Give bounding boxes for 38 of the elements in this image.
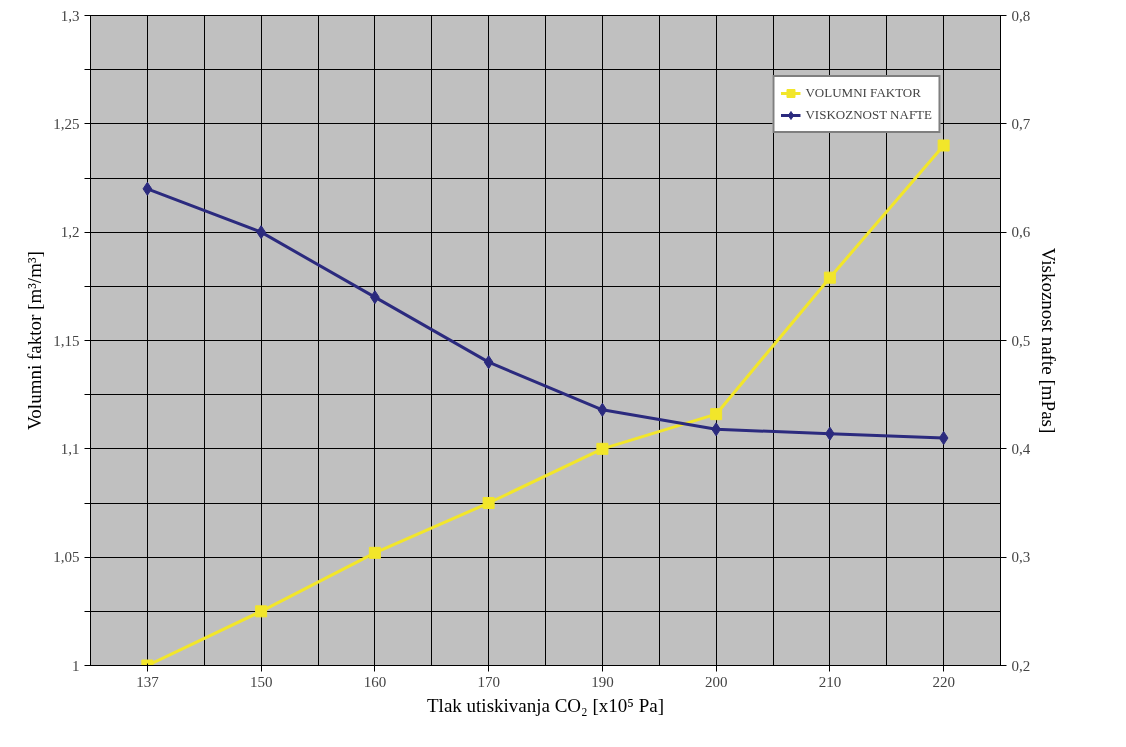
x-tick-label: 190	[591, 673, 614, 690]
legend-label: VISKOZNOST NAFTE	[805, 107, 932, 123]
point	[142, 181, 153, 196]
x-axis-title: Tlak utiskivanja CO₂ [x10⁵ Pa]	[427, 694, 665, 716]
y-tick-label: 1,1	[60, 440, 80, 457]
y-tick-label: 1,05	[53, 549, 80, 566]
y-axis-title: Volumni faktor [m³/m³]	[24, 251, 46, 430]
x-tick-label: 200	[704, 673, 728, 690]
y2-tick-label: 0,4	[1011, 440, 1031, 457]
point	[597, 402, 608, 417]
y-tick-label: 1,15	[53, 332, 80, 349]
y-tick-label: 1	[72, 657, 80, 674]
y-tick-label: 1,3	[60, 7, 80, 24]
y2-tick-label: 0,5	[1011, 332, 1031, 349]
y2-tick-label: 0,8	[1011, 7, 1031, 24]
y2-axis-title: Viskoznost nafte [mPas]	[1038, 247, 1060, 434]
y2-tick-label: 0,6	[1011, 224, 1031, 241]
x-tick-label: 170	[477, 673, 500, 690]
x-tick-label: 220	[932, 673, 955, 690]
point	[368, 546, 381, 559]
point	[937, 139, 950, 152]
y2-tick-label: 0,2	[1011, 657, 1031, 674]
y-tick-label: 1,25	[53, 115, 80, 132]
point	[255, 605, 268, 618]
x-tick-label: 150	[249, 673, 273, 690]
x-tick-label: 160	[363, 673, 387, 690]
point	[938, 431, 949, 445]
point	[596, 442, 609, 455]
legend-label: VOLUMNI FAKTOR	[805, 85, 921, 101]
x-tick-label: 137	[136, 673, 160, 690]
y2-tick-label: 0,7	[1011, 115, 1031, 132]
point	[823, 271, 836, 284]
y2-tick-label: 0,3	[1011, 549, 1031, 566]
point	[710, 408, 723, 421]
point	[482, 497, 495, 509]
y-tick-label: 1,2	[60, 224, 80, 241]
x-tick-label: 210	[818, 673, 842, 690]
point	[483, 355, 494, 370]
